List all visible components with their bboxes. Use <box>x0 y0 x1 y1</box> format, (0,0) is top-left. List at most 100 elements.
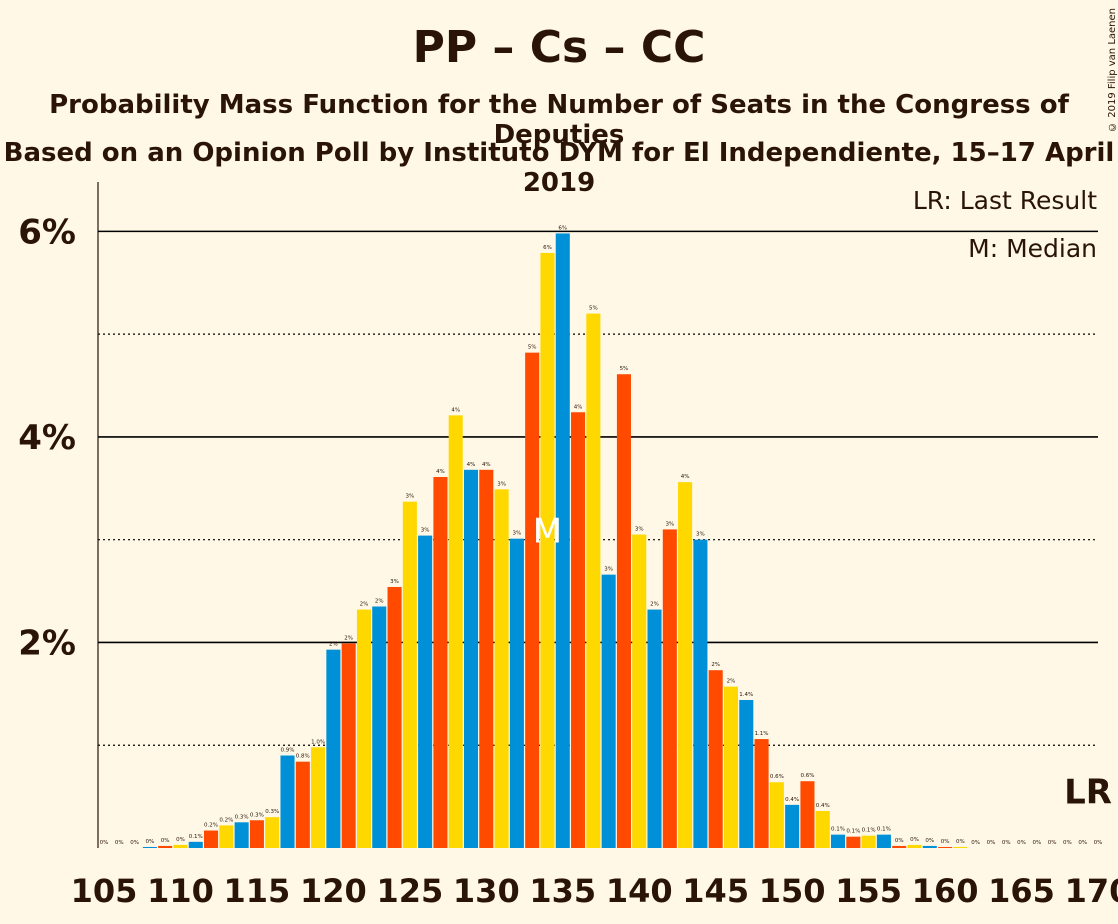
x-tick-label: 155 <box>835 872 902 910</box>
bar-data-label: 3% <box>696 532 705 538</box>
bar-data-label: 0% <box>100 840 109 846</box>
bar-data-label: 1.1% <box>755 731 769 737</box>
bar-data-label: 0% <box>910 837 919 843</box>
bar-data-label: 6% <box>558 225 567 231</box>
x-tick-label: 105 <box>71 872 138 910</box>
x-tick-label: 135 <box>529 872 596 910</box>
bar <box>463 469 479 848</box>
bar-data-label: 4% <box>436 469 445 475</box>
chart-source: Based on an Opinion Poll by Instituto DY… <box>3 138 1115 198</box>
bar-data-label: 4% <box>482 462 491 468</box>
bar-data-label: 0% <box>161 838 170 844</box>
bar <box>601 574 616 848</box>
x-tick-label: 165 <box>988 872 1055 910</box>
bar-data-label: 2% <box>360 602 369 608</box>
bar-data-label: 0% <box>1078 840 1087 846</box>
bar <box>402 501 417 848</box>
bar-data-label: 0.1% <box>846 829 860 835</box>
bar-data-label: 0.6% <box>800 773 814 779</box>
bar <box>280 755 295 848</box>
bar-data-label: 0% <box>1002 840 1011 846</box>
bar <box>540 252 555 848</box>
bar-data-label: 0.2% <box>219 817 233 823</box>
bar-data-label: 1.0% <box>311 739 325 745</box>
bar <box>586 313 601 849</box>
bar-data-label: 0% <box>1048 840 1057 846</box>
bar-data-label: 0.4% <box>785 797 799 803</box>
bar-data-label: 2% <box>344 635 353 641</box>
bar-data-label: 3% <box>604 567 613 573</box>
bar-data-label: 0.4% <box>816 803 830 809</box>
bar-data-label: 0% <box>1032 840 1041 846</box>
bar-data-label: 0% <box>146 839 155 845</box>
bar-data-label: 5% <box>528 345 537 351</box>
bar-data-label: 3% <box>390 579 399 585</box>
bar-data-label: 0.1% <box>862 828 876 834</box>
bar <box>142 846 157 848</box>
x-tick-label: 140 <box>606 872 673 910</box>
x-tick-label: 125 <box>376 872 443 910</box>
bar-data-label: 3% <box>421 528 430 534</box>
bar-data-label: 0% <box>1017 840 1026 846</box>
legend-last-result: LR: Last Result <box>913 186 1097 215</box>
bar <box>815 811 830 848</box>
bar <box>204 830 219 848</box>
x-tick-label: 150 <box>759 872 826 910</box>
bar-data-label: 0.1% <box>877 827 891 833</box>
bar-data-label: 0% <box>987 840 996 846</box>
bar-data-label: 0% <box>925 838 934 844</box>
bar-data-label: 0.1% <box>831 827 845 833</box>
x-tick-label: 170 <box>1065 872 1118 910</box>
bar <box>356 609 372 848</box>
bar-data-label: 0.3% <box>235 814 249 820</box>
y-tick-label: 6% <box>18 212 76 252</box>
bar <box>341 643 356 848</box>
bar <box>938 846 953 848</box>
bar <box>800 781 815 848</box>
bar-data-label: 0% <box>176 837 185 843</box>
bar <box>555 233 570 848</box>
bar-data-label: 4% <box>681 474 690 480</box>
bar <box>678 482 693 848</box>
bar <box>616 374 631 848</box>
bar <box>662 529 677 848</box>
x-tick-label: 145 <box>682 872 749 910</box>
bar-data-label: 4% <box>451 407 460 413</box>
x-tick-label: 115 <box>224 872 291 910</box>
bar-data-label: 0% <box>956 839 965 845</box>
bar <box>158 845 173 848</box>
bar-data-label: 2% <box>727 679 736 685</box>
bar-data-label: 4% <box>574 404 583 410</box>
bar-data-label: 2% <box>650 602 659 608</box>
bar-data-label: 0.6% <box>770 774 784 780</box>
bar <box>326 649 341 848</box>
bar-data-label: 3% <box>665 521 674 527</box>
x-tick-label: 120 <box>300 872 367 910</box>
bar-data-label: 0% <box>115 840 124 846</box>
bar <box>295 761 310 848</box>
bar <box>387 586 402 848</box>
bar-data-label: 0.8% <box>296 754 310 760</box>
bar <box>723 686 739 848</box>
bar-data-label: 0.3% <box>265 809 279 815</box>
bar-data-label: 0% <box>971 840 980 846</box>
bar-data-label: 3% <box>497 481 506 487</box>
bar <box>754 739 769 848</box>
x-tick-label: 110 <box>147 872 214 910</box>
bar <box>876 834 891 848</box>
bar-data-label: 5% <box>620 366 629 372</box>
bar <box>632 534 647 848</box>
bar-data-label: 0% <box>1094 840 1103 846</box>
bar <box>448 415 463 848</box>
bar <box>188 841 203 848</box>
bar <box>311 747 326 848</box>
chart-subtitle: Probability Mass Function for the Number… <box>49 90 1069 150</box>
bar <box>494 489 509 848</box>
x-tick-label: 130 <box>453 872 520 910</box>
bar-data-label: 0.3% <box>250 812 264 818</box>
bar <box>509 538 524 848</box>
bar-data-label: 3% <box>635 527 644 533</box>
bar-data-label: 2% <box>711 662 720 668</box>
bar <box>846 836 861 848</box>
